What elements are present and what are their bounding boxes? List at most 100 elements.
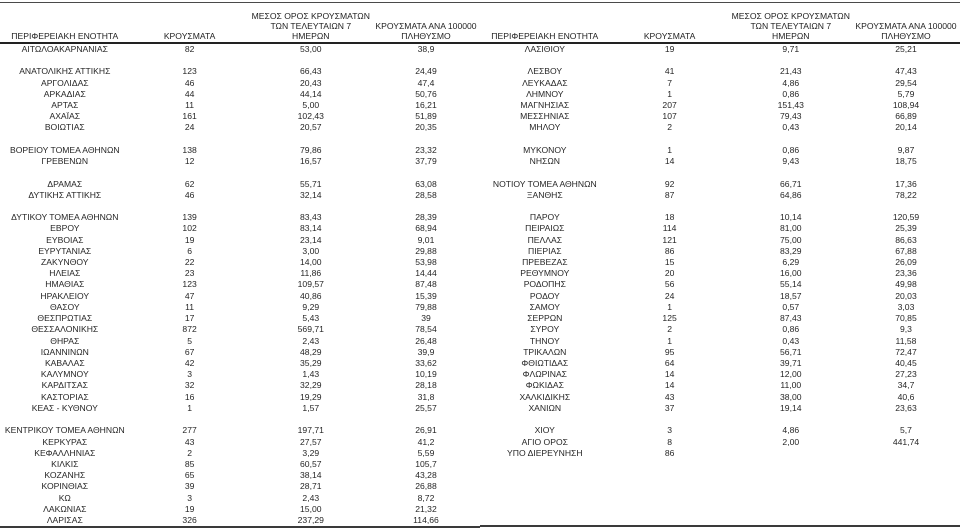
cell-7day-average: 19,14	[780, 402, 802, 413]
cell-7day-average: 12,00	[780, 369, 802, 380]
table-row: ΚΕΝΤΡΙΚΟΥ ΤΟΜΕΑ ΑΘΗΝΩΝ 277 197,71 26,91	[0, 425, 480, 436]
cell-cases: 19	[184, 503, 195, 514]
cell-7day-average: 237,29	[297, 514, 324, 525]
cell-cases: 138	[182, 144, 197, 155]
cell-regional-unit: ΝΗΣΩΝ	[529, 156, 560, 167]
cell-regional-unit: ΠΕΛΛΑΣ	[527, 234, 563, 245]
cell-regional-unit: ΚΑΡΔΙΤΣΑΣ	[41, 380, 88, 391]
cell-7day-average: 75,00	[780, 234, 802, 245]
cell-regional-unit: ΑΓΙΟ ΟΡΟΣ	[521, 436, 568, 447]
spacer-cell	[852, 201, 960, 212]
spacer-cell	[372, 167, 480, 178]
cell-7day-average: 55,71	[300, 178, 322, 189]
spacer-row	[480, 55, 960, 66]
cell-7day-average: 5,43	[302, 313, 320, 324]
spacer-cell	[480, 504, 610, 515]
cell-cases: 87	[664, 189, 675, 200]
cell-cases: 3	[187, 492, 192, 503]
cell-cases: 19	[184, 234, 195, 245]
spacer-cell	[852, 481, 960, 492]
cell-7day-average: 151,43	[777, 99, 804, 110]
cell-regional-unit: ΦΘΙΩΤΙΔΑΣ	[521, 358, 569, 369]
cell-regional-unit: ΣΥΡΟΥ	[530, 324, 560, 335]
cell-cases: 11	[185, 301, 195, 312]
spacer-cell	[852, 134, 960, 145]
cell-regional-unit: ΛΑΣΙΘΙΟΥ	[524, 44, 565, 54]
cell-per-100000: 67,88	[895, 245, 917, 256]
cell-per-100000: 5,79	[897, 88, 915, 99]
cell-cases: 47	[184, 290, 195, 301]
cell-cases: 121	[662, 234, 677, 245]
table-row: ΧΑΝΙΩΝ 37 19,14 23,63	[480, 403, 960, 414]
table-row: ΛΕΥΚΑΔΑΣ 7 4,86 29,54	[480, 77, 960, 88]
cell-regional-unit: ΛΕΥΚΑΔΑΣ	[522, 77, 568, 88]
spacer-row	[0, 167, 480, 178]
cell-7day-average	[730, 448, 852, 459]
cell-7day-average: 35,29	[300, 358, 322, 369]
cell-7day-average: 3,29	[302, 447, 320, 458]
spacer-cell	[130, 55, 250, 66]
cell-cases: 277	[182, 425, 197, 436]
spacer-cell	[610, 55, 730, 66]
cell-7day-average: 39,71	[780, 358, 802, 369]
cell-per-100000: 25,39	[895, 223, 917, 234]
cell-per-100000: 21,32	[415, 503, 437, 514]
cell-per-100000: 37,79	[415, 156, 437, 167]
table-row: ΡΟΔΟΠΗΣ 56 55,14 49,98	[480, 279, 960, 290]
cell-per-100000: 86,63	[895, 234, 917, 245]
cell-regional-unit: ΕΥΡΥΤΑΝΙΑΣ	[38, 245, 92, 256]
spacer-row	[480, 504, 960, 515]
cell-cases: 24	[184, 122, 195, 133]
cell-regional-unit: ΑΙΤΩΛΟΑΚΑΡΝΑΝΙΑΣ	[21, 44, 108, 54]
cell-per-100000: 28,58	[415, 189, 437, 200]
spacer-row	[480, 515, 960, 526]
cell-7day-average: 83,14	[300, 223, 322, 234]
table-row: ΑΝΑΤΟΛΙΚΗΣ ΑΤΤΙΚΗΣ 123 66,43 24,49	[0, 66, 480, 77]
spacer-cell	[852, 167, 960, 178]
table-row: ΚΟΖΑΝΗΣ 65 38,14 43,28	[0, 470, 480, 481]
cell-7day-average: 56,71	[780, 346, 802, 357]
spacer-cell	[730, 515, 852, 526]
cell-7day-average: 66,71	[780, 178, 802, 189]
cell-per-100000: 5,7	[900, 425, 912, 436]
cell-per-100000: 23,32	[415, 144, 437, 155]
header-per-100000: ΚΡΟΥΣΜΑΤΑ ΑΝΑ 100000 ΠΛΗΘΥΣΜΟ	[371, 2, 480, 44]
cell-cases: 8	[667, 436, 672, 447]
cell-7day-average: 15,00	[300, 503, 322, 514]
cell-per-100000: 39	[421, 313, 431, 324]
cell-per-100000: 114,66	[413, 514, 439, 525]
cell-7day-average: 2,00	[782, 436, 800, 447]
cell-cases: 14	[664, 380, 675, 391]
spacer-cell	[610, 515, 730, 526]
table-row: ΕΒΡΟΥ 102 83,14 68,94	[0, 223, 480, 234]
cell-cases: 6	[187, 245, 192, 256]
cell-regional-unit: ΑΡΤΑΣ	[51, 99, 79, 110]
cell-regional-unit: ΔΥΤΙΚΗΣ ΑΤΤΙΚΗΣ	[28, 189, 102, 200]
cell-7day-average: 1,57	[302, 402, 320, 413]
table-row: ΘΕΣΠΡΩΤΙΑΣ 17 5,43 39	[0, 313, 480, 324]
cell-7day-average: 79,86	[300, 144, 322, 155]
cell-per-100000: 15,39	[415, 290, 437, 301]
cell-cases: 44	[184, 88, 195, 99]
cell-cases: 56	[664, 279, 675, 290]
cell-per-100000: 9,01	[417, 234, 435, 245]
cell-cases: 1	[667, 335, 672, 346]
cell-7day-average: 38,00	[780, 391, 802, 402]
spacer-cell	[480, 470, 610, 481]
table-row: ΙΩΑΝΝΙΝΩΝ 67 48,29 39,9	[0, 347, 480, 358]
cell-regional-unit: ΚΙΛΚΙΣ	[51, 458, 79, 469]
spacer-cell	[130, 201, 250, 212]
cell-cases: 43	[184, 436, 195, 447]
cell-regional-unit: ΞΑΝΘΗΣ	[526, 189, 563, 200]
cell-cases: 2	[187, 447, 192, 458]
spacer-cell	[480, 167, 610, 178]
cell-regional-unit: ΧΙΟΥ	[534, 425, 555, 436]
cell-per-100000: 23,63	[895, 402, 917, 413]
cell-per-100000: 26,09	[895, 257, 917, 268]
cell-per-100000: 28,18	[415, 380, 437, 391]
cell-regional-unit: ΚΑΛΥΜΝΟΥ	[40, 369, 89, 380]
table-row: ΒΟΡΕΙΟΥ ΤΟΜΕΑ ΑΘΗΝΩΝ 138 79,86 23,32	[0, 145, 480, 156]
cell-per-100000: 29,88	[415, 245, 437, 256]
table-row: ΘΑΣΟΥ 11 9,29 79,88	[0, 302, 480, 313]
spacer-cell	[480, 459, 610, 470]
